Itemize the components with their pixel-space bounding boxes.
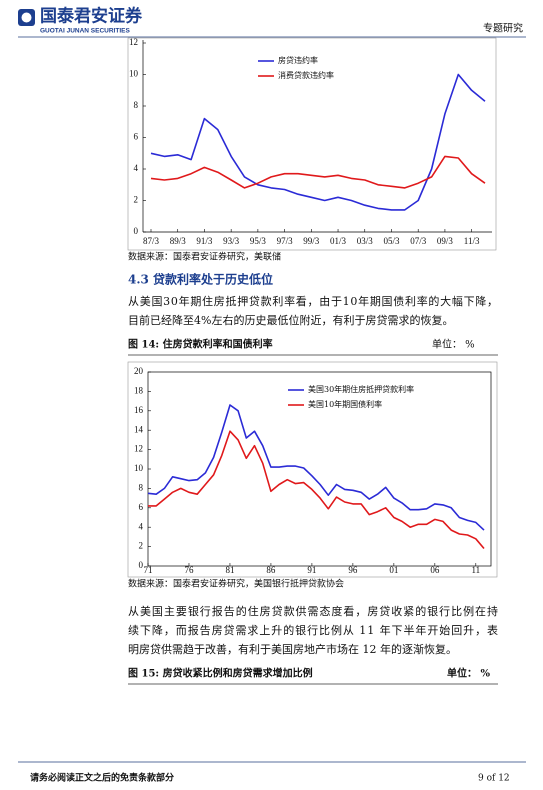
legend-label: 美国10年期国债利率 <box>308 399 382 409</box>
y-tick-label: 10 <box>129 69 139 79</box>
x-tick-label: 01/3 <box>330 236 347 246</box>
y-tick-label: 14 <box>134 424 144 434</box>
legend-label: 消费贷款违约率 <box>278 70 334 80</box>
y-tick-label: 12 <box>134 444 143 454</box>
x-tick-label: 93/3 <box>223 236 240 246</box>
legend-label: 美国30年期住房抵押贷款利率 <box>308 384 414 394</box>
y-tick-label: 18 <box>134 385 144 395</box>
x-tick-label: 81 <box>225 565 234 575</box>
x-tick-label: 96 <box>348 565 358 575</box>
y-tick-label: 20 <box>134 366 144 376</box>
chart-1-box <box>127 37 497 251</box>
logo-en: GUOTAI JUNAN SECURITIES <box>40 28 130 35</box>
figure-unit: 单位： % <box>432 338 475 351</box>
x-tick-label: 11 <box>471 565 480 575</box>
x-tick-label: 91/3 <box>196 236 213 246</box>
y-tick-label: 4 <box>139 521 144 531</box>
y-tick-label: 6 <box>139 502 144 512</box>
series-line <box>150 155 486 189</box>
figure-caption: 图 14: 住房贷款利率和国债利率 <box>128 338 273 351</box>
figure-caption: 图 15: 房贷收紧比例和房贷需求增加比例 <box>128 667 313 680</box>
paragraph-line: 从美国30年期住房抵押贷款利率看，由于10年期国债利率的大幅下降， <box>128 294 498 308</box>
x-tick-label: 01 <box>389 565 398 575</box>
y-tick-label: 6 <box>134 132 139 142</box>
x-tick-label: 95/3 <box>250 236 267 246</box>
paragraph-line: 从美国主要银行报告的住房贷款供需态度看，房贷收紧的银行比例在持 <box>128 604 498 618</box>
chart-2-box <box>127 361 498 578</box>
x-tick-label: 05/3 <box>383 236 400 246</box>
x-tick-label: 97/3 <box>277 236 294 246</box>
source-2: 数据来源：国泰君安证券研究，美国银行抵押贷款协会 <box>128 578 344 590</box>
figure-unit: 单位： % <box>447 667 490 680</box>
y-tick-label: 4 <box>134 163 139 173</box>
y-tick-label: 10 <box>134 463 144 473</box>
x-tick-label: 91 <box>307 565 316 575</box>
y-tick-label: 0 <box>139 560 144 570</box>
x-tick-label: 87/3 <box>143 236 160 246</box>
y-tick-label: 16 <box>134 405 144 415</box>
x-tick-label: 99/3 <box>303 236 320 246</box>
footer-page: 9 of 12 <box>478 774 510 784</box>
logo-icon-mark <box>21 12 32 23</box>
paragraph-line: 明房贷供需趋于改善，有利于美国房地产市场在 12 年的逐渐恢复。 <box>128 642 457 656</box>
y-tick-label: 8 <box>139 482 144 492</box>
paragraph-line: 续下降，而报告房贷需求上升的银行比例从 11 年下半年开始回升，表 <box>128 623 498 637</box>
x-tick-label: 11/3 <box>464 236 480 246</box>
source-1: 数据来源：国泰君安证券研究，美联储 <box>128 251 281 263</box>
x-tick-label: 89/3 <box>170 236 187 246</box>
y-tick-label: 12 <box>129 37 138 47</box>
x-tick-label: 07/3 <box>410 236 427 246</box>
x-tick-label: 03/3 <box>357 236 374 246</box>
series-line <box>147 404 485 531</box>
y-tick-label: 8 <box>134 100 139 110</box>
footer-disclaimer: 请务必阅读正文之后的免责条款部分 <box>30 772 174 784</box>
x-tick-label: 09/3 <box>437 236 454 246</box>
x-tick-label: 06 <box>430 565 440 575</box>
x-tick-label: 86 <box>266 565 276 575</box>
series-line <box>150 73 486 211</box>
logo-cn: 国泰君安证券 <box>40 6 143 27</box>
y-tick-label: 0 <box>134 226 139 236</box>
series-line <box>148 430 485 550</box>
section-heading: 4.3 贷款利率处于历史低位 <box>128 272 273 287</box>
x-tick-label: 76 <box>184 565 194 575</box>
y-tick-label: 2 <box>139 541 144 551</box>
y-tick-label: 2 <box>134 195 139 205</box>
legend-label: 房贷违约率 <box>278 55 318 65</box>
doc-type: 专题研究 <box>483 22 523 35</box>
paragraph-line: 目前已经降至4%左右的历史最低位附近，有利于房贷需求的恢复。 <box>128 313 453 327</box>
x-tick-label: 71 <box>144 565 153 575</box>
